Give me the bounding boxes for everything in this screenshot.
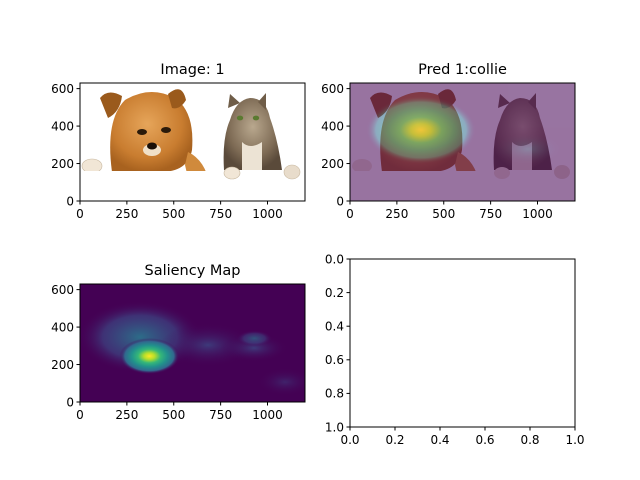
saliency-heatmap (80, 284, 305, 402)
panel-saliency-title: Saliency Map (144, 263, 240, 279)
panel-saliency-axes: 0 250 500 750 1000 0 200 400 600 (51, 283, 283, 422)
panel-prediction-x-tick-label: 1000 (522, 207, 553, 221)
panel-saliency-x-tick-label: 0 (76, 408, 84, 422)
panel-image-x-tick-label: 1000 (252, 207, 283, 221)
panel-empty-x-tick-label: 1.0 (565, 433, 584, 447)
panel-prediction-x-tick-label: 500 (432, 207, 455, 221)
panel-empty-y-tick-label: 0.4 (325, 320, 344, 334)
panel-image-x-tick-label: 0 (76, 207, 84, 221)
panel-prediction-y-tick-label: 0 (336, 194, 344, 208)
panel-image-y-tick-label: 0 (66, 194, 74, 208)
panel-saliency-x-tick-label: 750 (209, 408, 232, 422)
panel-saliency-x-tick-label: 1000 (252, 408, 283, 422)
panel-image: Image: 1 0 250 500 750 1 (51, 62, 306, 221)
panel-empty-x-tick-label: 0.2 (385, 433, 404, 447)
panel-image-x-tick-label: 250 (115, 207, 138, 221)
panel-image-x-tick-label: 750 (209, 207, 232, 221)
panel-image-y-tick-label: 200 (51, 157, 74, 171)
panel-prediction-y-tick-label: 600 (321, 82, 344, 96)
panel-saliency-frame (79, 283, 306, 403)
panel-image-title: Image: 1 (160, 62, 224, 78)
dog-paw-left (81, 158, 103, 174)
saliency-secondary (236, 330, 273, 347)
panel-empty-y-tick-label: 0.2 (325, 286, 344, 300)
panel-saliency-x-tick-label: 500 (162, 408, 185, 422)
panel-prediction-x-tick-label: 0 (346, 207, 354, 221)
panel-empty-x-tick-label: 0.0 (340, 433, 359, 447)
panel-prediction-frame (349, 82, 576, 202)
panel-empty-y-tick-label: 0.8 (325, 387, 344, 401)
panel-saliency-x-tick-label: 250 (115, 408, 138, 422)
panel-saliency-y-tick-label: 0 (66, 395, 74, 409)
panel-prediction-x-tick-label: 250 (385, 207, 408, 221)
saliency-peak (119, 338, 180, 375)
panel-saliency: Saliency Map 0 250 500 750 1000 0 200 400 600 (51, 263, 306, 422)
panel-empty: 0.0 0.2 0.4 0.6 0.8 1.00.00.20.40.60.81.0 (325, 252, 585, 447)
panel-image-axes: 0 250 500 750 1000 0 200 400 600 (51, 82, 283, 221)
panel-image-frame (79, 82, 306, 202)
panel-empty-x-tick-label: 0.4 (430, 433, 449, 447)
saliency-overlay (350, 83, 575, 201)
panel-saliency-y-tick-label: 400 (51, 320, 74, 334)
panel-saliency-y-tick-label: 200 (51, 358, 74, 372)
panel-empty-x-tick-label: 0.8 (520, 433, 539, 447)
panel-prediction-y-tick-label: 200 (321, 157, 344, 171)
panel-prediction-axes: 0 250 500 750 1000 0 200 400 600 (321, 82, 553, 221)
panel-prediction-x-tick-label: 750 (479, 207, 502, 221)
panel-empty-y-tick-label: 0.0 (325, 252, 344, 266)
panel-empty-axes: 0.0 0.2 0.4 0.6 0.8 1.00.00.20.40.60.81.0 (325, 252, 585, 447)
panel-empty-x-tick-label: 0.6 (475, 433, 494, 447)
photo-overlay (350, 83, 575, 201)
cat-paw-left (223, 166, 241, 180)
panel-saliency-y-tick-label: 600 (51, 283, 74, 297)
cat-paw-right (283, 164, 301, 180)
panel-prediction-title: Pred 1:collie (418, 62, 507, 78)
photo-dog-cat (80, 83, 305, 201)
cat-body (223, 98, 282, 170)
panel-empty-frame (349, 258, 576, 428)
panel-empty-y-tick-label: 0.6 (325, 353, 344, 367)
panel-image-x-tick-label: 500 (162, 207, 185, 221)
panel-empty-y-tick-label: 1.0 (325, 420, 344, 434)
dog-head (110, 91, 193, 172)
panel-prediction-y-tick-label: 400 (321, 119, 344, 133)
panel-image-y-tick-label: 600 (51, 82, 74, 96)
panel-prediction: Pred 1:collie (321, 62, 576, 221)
panel-image-y-tick-label: 400 (51, 119, 74, 133)
